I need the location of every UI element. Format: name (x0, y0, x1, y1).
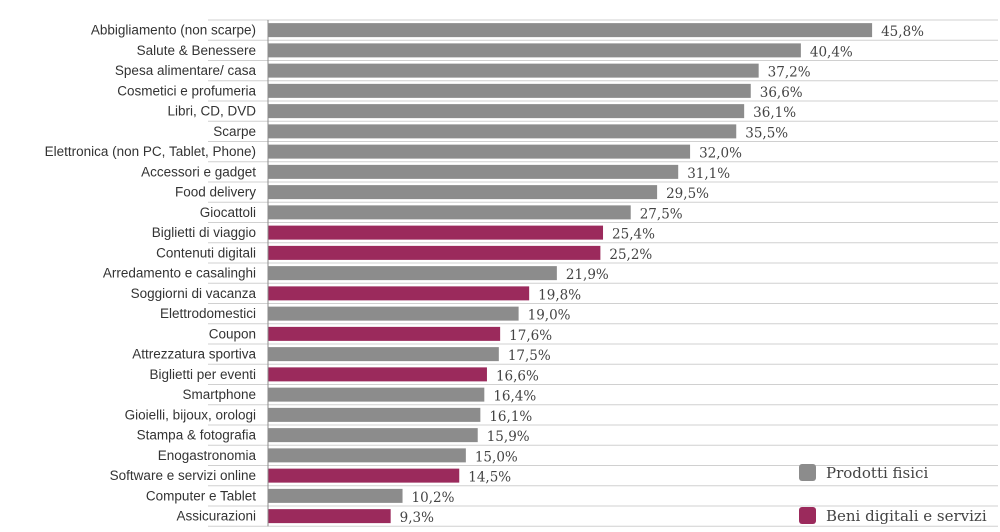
value-label: 16,1% (489, 409, 532, 425)
bar (268, 23, 873, 38)
value-label: 16,4% (493, 389, 536, 405)
value-label: 19,0% (528, 308, 571, 324)
legend: Prodotti fisici Beni digitali e servizi (799, 464, 987, 525)
bar (268, 43, 801, 58)
value-label: 40,4% (810, 44, 853, 60)
bar (268, 367, 487, 382)
value-label: 31,1% (687, 166, 730, 182)
category-label: Biglietti per eventi (149, 367, 256, 382)
legend-label-fisici: Prodotti fisici (826, 464, 928, 482)
category-label: Assicurazioni (176, 509, 256, 524)
value-label: 29,5% (666, 186, 709, 202)
bar (268, 144, 691, 159)
category-label: Computer e Tablet (146, 488, 256, 503)
value-label: 21,9% (566, 267, 609, 283)
value-label: 27,5% (640, 206, 683, 222)
value-label: 10,2% (412, 490, 455, 506)
category-label: Coupon (209, 326, 256, 341)
bar (268, 245, 601, 260)
category-label: Libri, CD, DVD (167, 104, 256, 119)
bar (268, 124, 737, 139)
bar (268, 509, 391, 524)
value-label: 15,9% (487, 429, 530, 445)
category-label: Contenuti digitali (156, 245, 256, 260)
value-label: 17,6% (509, 328, 552, 344)
bar (268, 63, 759, 78)
category-label: Arredamento e casalinghi (103, 266, 256, 281)
legend-swatch-fisici (799, 464, 816, 481)
value-label: 25,2% (609, 247, 652, 263)
category-label: Biglietti di viaggio (152, 225, 256, 240)
value-label: 37,2% (768, 65, 811, 81)
value-label: 36,1% (753, 105, 796, 121)
value-label: 17,5% (508, 348, 551, 364)
gridlines (208, 19, 998, 527)
bar (268, 104, 745, 119)
value-label: 19,8% (538, 287, 581, 303)
category-label: Spesa alimentare/ casa (115, 63, 257, 78)
bar (268, 266, 557, 281)
bar (268, 185, 658, 200)
value-label: 35,5% (745, 125, 788, 141)
value-label: 45,8% (881, 24, 924, 40)
category-label: Giocattoli (200, 205, 256, 220)
category-label: Elettrodomestici (160, 306, 256, 321)
category-label: Abbigliamento (non scarpe) (91, 23, 256, 38)
category-label: Salute & Benessere (137, 43, 256, 58)
category-label: Software e servizi online (110, 468, 256, 483)
value-label: 32,0% (699, 146, 742, 162)
bar (268, 286, 530, 301)
value-labels: 45,8% 40,4% 37,2% 36,6% 36,1% 35,5%32,0% 31,1%… (400, 24, 924, 526)
category-label: Scarpe (213, 124, 256, 139)
bar (268, 326, 501, 341)
bar (268, 407, 481, 422)
category-label: Food delivery (175, 185, 256, 200)
category-labels: Abbigliamento (non scarpe) Salute & Benes… (45, 23, 257, 524)
category-label: Smartphone (182, 387, 256, 402)
category-label: Gioielli, bijoux, orologi (125, 407, 256, 422)
category-label: Elettronica (non PC, Tablet, Phone) (45, 144, 256, 159)
value-label: 16,6% (496, 368, 539, 384)
category-label: Cosmetici e profumeria (117, 83, 256, 98)
bar (268, 468, 460, 483)
legend-swatch-digitali (799, 507, 816, 524)
bar (268, 347, 499, 362)
bar (268, 164, 679, 179)
value-label: 36,6% (760, 85, 803, 101)
category-label: Stampa & fotografia (137, 428, 257, 443)
bar (268, 387, 485, 402)
bar (268, 225, 604, 240)
bar (268, 205, 631, 220)
bar (268, 488, 403, 503)
bar (268, 428, 478, 443)
category-label: Accessori e gadget (141, 164, 256, 179)
bar (268, 306, 519, 321)
value-label: 9,3% (400, 510, 434, 526)
bars (268, 23, 873, 524)
bar (268, 83, 751, 98)
category-label: Attrezzatura sportiva (132, 347, 256, 362)
category-label: Enogastronomia (158, 448, 257, 463)
bar (268, 448, 466, 463)
category-label: Soggiorni di vacanza (131, 286, 257, 301)
value-label: 25,4% (612, 227, 655, 243)
legend-label-digitali: Beni digitali e servizi (826, 507, 987, 525)
value-label: 14,5% (468, 470, 511, 486)
value-label: 15,0% (475, 449, 518, 465)
